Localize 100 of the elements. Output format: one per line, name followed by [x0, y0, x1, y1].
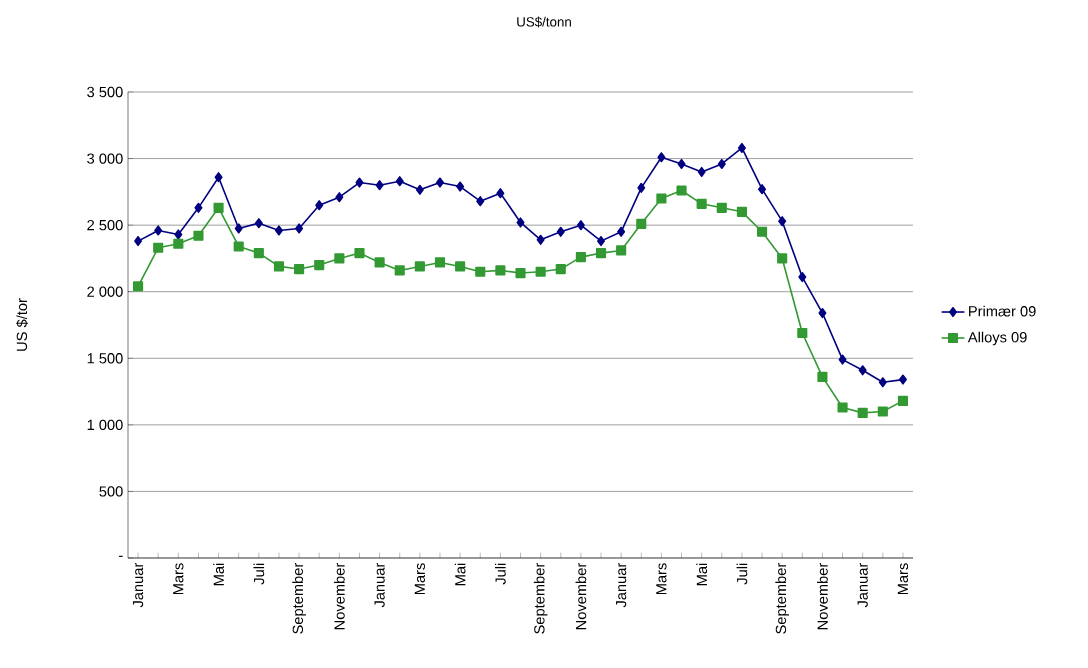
- point: [395, 176, 404, 187]
- point: [597, 236, 606, 247]
- x-tick-label: Mars: [656, 563, 667, 595]
- point: [295, 223, 304, 234]
- y-tick-label: 500: [99, 486, 123, 497]
- point: [173, 238, 184, 249]
- point: [314, 260, 325, 271]
- point: [374, 257, 385, 268]
- legend-label: Alloys 09: [967, 331, 1027, 346]
- point: [535, 266, 546, 277]
- point: [778, 216, 787, 227]
- point: [394, 265, 405, 276]
- point: [214, 172, 223, 183]
- point: [274, 225, 283, 236]
- point: [657, 152, 666, 163]
- x-tick-label: September: [775, 562, 789, 634]
- point: [375, 180, 384, 191]
- point: [676, 185, 687, 196]
- point: [355, 177, 364, 188]
- x-tick-label: November: [333, 562, 345, 630]
- chart-title: US$/tonn: [517, 16, 571, 28]
- point: [495, 265, 506, 276]
- point: [777, 253, 788, 264]
- x-tick-label: September: [533, 562, 548, 634]
- point: [758, 184, 767, 195]
- point: [717, 158, 726, 169]
- point: [475, 266, 486, 277]
- point: [898, 374, 907, 385]
- point: [456, 181, 465, 192]
- legend-label: Primær 09: [969, 305, 1036, 317]
- x-tick-label: Juli: [253, 563, 265, 585]
- y-axis-title: US $/tor: [16, 298, 28, 351]
- point: [496, 188, 505, 199]
- point: [897, 395, 909, 406]
- point: [154, 225, 163, 236]
- point: [818, 307, 827, 319]
- x-tick-label: Januar: [857, 562, 868, 608]
- x-tick-label: Mai: [213, 563, 224, 586]
- point: [455, 261, 466, 272]
- point: [516, 217, 525, 228]
- point: [677, 158, 686, 169]
- point: [334, 253, 345, 264]
- point: [858, 365, 867, 376]
- point: [877, 406, 888, 417]
- x-tick-label: Januar: [132, 562, 144, 608]
- point: [837, 402, 848, 413]
- point: [233, 241, 244, 252]
- x-tick-label: Mars: [173, 563, 184, 595]
- point: [696, 198, 707, 209]
- y-tick-label: 1 500: [87, 353, 123, 364]
- point: [414, 261, 425, 272]
- point: [153, 242, 164, 253]
- y-tick-label: 2 000: [87, 286, 123, 297]
- point: [193, 230, 204, 241]
- point: [536, 234, 545, 245]
- x-tick-label: Mai: [454, 563, 466, 586]
- point: [616, 245, 627, 256]
- x-tick-label: September: [292, 562, 306, 634]
- point: [556, 226, 565, 237]
- point: [798, 272, 807, 283]
- point: [736, 206, 747, 217]
- point: [575, 252, 586, 263]
- point: [294, 264, 305, 275]
- point: [174, 229, 183, 240]
- point: [637, 182, 646, 193]
- point: [878, 377, 887, 388]
- point: [737, 142, 746, 153]
- y-tick-label: -: [119, 555, 123, 557]
- point: [697, 166, 706, 177]
- point: [134, 236, 143, 247]
- x-tick-label: Januar: [616, 562, 627, 608]
- point: [434, 257, 446, 268]
- point: [335, 192, 344, 203]
- y-tick-label: 1 000: [87, 419, 123, 431]
- point: [756, 226, 768, 237]
- point: [656, 193, 667, 204]
- x-tick-label: Juli: [736, 563, 748, 585]
- point: [133, 281, 144, 292]
- point: [273, 261, 285, 272]
- point: [234, 223, 243, 234]
- x-tick-label: Mars: [414, 563, 425, 595]
- point: [716, 202, 727, 213]
- point: [857, 407, 868, 418]
- y-tick-label: 3 000: [87, 153, 123, 164]
- point: [315, 200, 324, 211]
- point: [253, 248, 264, 259]
- point: [797, 327, 808, 339]
- point: [354, 248, 365, 259]
- x-tick-label: Mars: [897, 563, 909, 595]
- point: [576, 220, 585, 231]
- x-tick-label: November: [817, 562, 828, 630]
- point: [254, 218, 263, 229]
- x-tick-label: Juli: [495, 563, 506, 585]
- y-tick-label: 2 500: [87, 219, 123, 231]
- point: [415, 184, 424, 195]
- point: [515, 268, 526, 279]
- point: [617, 226, 626, 237]
- point: [435, 177, 444, 188]
- point: [595, 248, 607, 259]
- point: [194, 202, 203, 213]
